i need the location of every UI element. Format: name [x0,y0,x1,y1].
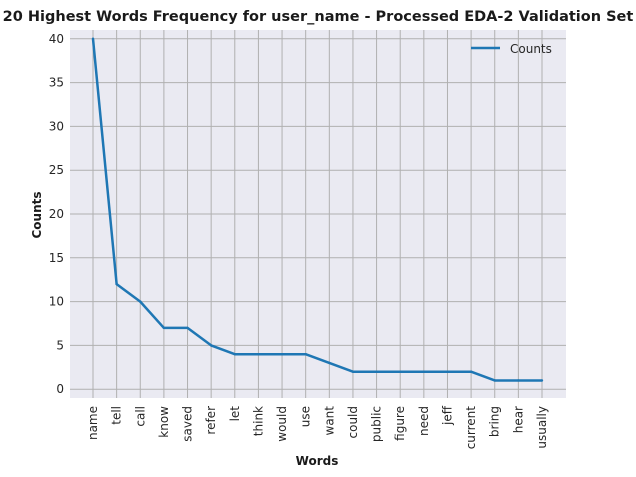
data-point [304,352,307,356]
data-point [233,352,236,356]
data-point [351,370,355,373]
y-tick-label: 0 [56,382,64,396]
x-tick-label: want [322,406,336,436]
x-tick-label: jeff [440,405,454,426]
data-point [139,300,142,303]
x-tick-label: could [346,406,360,439]
y-tick-label: 35 [49,76,64,90]
data-points [91,37,544,382]
x-tick-label: figure [393,406,407,441]
data-point [91,37,95,40]
x-tick-label: current [464,406,478,450]
y-tick-label: 30 [49,119,64,133]
x-tick-label: would [275,406,289,442]
x-tick-label: use [299,406,313,427]
x-tick-label: usually [535,406,549,449]
legend: Counts [471,42,552,56]
x-tick-label: let [228,406,242,422]
data-point [186,326,189,330]
y-tick-label: 40 [49,32,64,46]
legend-label-counts: Counts [510,42,552,56]
y-tick-label: 25 [49,163,64,177]
data-point [162,326,166,330]
x-tick-label: saved [181,406,195,442]
y-axis-label: Counts [30,191,44,238]
x-tick-label: public [370,406,384,442]
y-tick-label: 15 [49,251,64,265]
series-line-counts [91,38,542,382]
data-point [446,370,449,373]
x-tick-label: name [86,406,100,440]
x-tick-label: hear [511,406,525,433]
data-point [493,379,496,382]
x-tick-label: know [157,406,171,438]
x-tick-label: call [133,406,147,427]
data-point [115,282,118,286]
y-tick-label: 20 [49,207,64,221]
x-tick-label: need [417,406,431,436]
x-axis-label: Words [296,454,339,468]
x-tick-label: tell [110,406,124,425]
data-point [209,344,213,347]
y-tick-label: 10 [49,295,64,309]
x-axis-ticks: name tell call know saved refer let think would u… [86,405,549,449]
data-point [257,352,260,356]
chart-title: 20 Highest Words Frequency for user_name… [3,9,634,25]
data-point [540,379,544,382]
data-point [375,370,378,373]
y-axis-ticks: 0 5 10 15 20 25 30 35 40 [49,32,64,396]
data-point [399,370,402,373]
data-point [328,361,331,365]
y-tick-label: 5 [56,338,64,352]
x-tick-label: think [251,406,265,436]
grid [70,30,566,398]
data-point [469,370,473,373]
data-point [280,352,284,356]
data-point [517,379,520,382]
data-point [422,370,426,373]
x-tick-label: refer [204,406,218,435]
x-tick-label: bring [488,406,502,437]
